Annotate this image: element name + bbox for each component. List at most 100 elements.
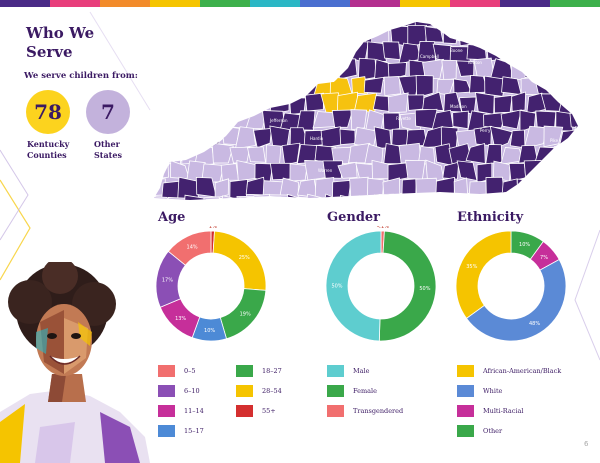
county-tile <box>381 22 403 27</box>
county-tile <box>338 58 358 80</box>
donut-data-label: 35% <box>466 264 477 270</box>
age-legend-item: 0–5 <box>158 365 196 377</box>
county-tile <box>183 127 208 146</box>
county-tile <box>287 57 307 82</box>
county-tile <box>457 197 479 200</box>
county-tile <box>281 142 301 166</box>
stripe-segment <box>550 0 600 7</box>
county-label: Campbell <box>420 54 439 59</box>
age-legend-item: 28–54 <box>236 385 282 397</box>
ethnicity-legend-item: Multi-Racial <box>457 405 523 417</box>
county-tile <box>576 162 578 183</box>
county-tile <box>483 111 506 129</box>
legend-swatch <box>158 425 175 437</box>
county-tile <box>502 43 520 63</box>
county-tile <box>478 24 497 46</box>
county-tile <box>154 110 166 132</box>
county-tile <box>228 22 250 28</box>
kentucky-counties-label-line1: Kentucky <box>27 139 70 149</box>
donut-data-label: 19% <box>240 312 251 318</box>
top-color-stripe <box>0 0 600 7</box>
county-tile <box>439 195 463 200</box>
donut-data-label: 48% <box>529 321 540 327</box>
legend-swatch <box>327 385 344 397</box>
county-tile <box>320 126 342 149</box>
county-tile <box>183 194 207 200</box>
county-tile <box>331 22 352 29</box>
county-tile <box>571 177 578 198</box>
county-tile <box>161 22 182 26</box>
county-tile <box>154 41 165 61</box>
legend-swatch <box>158 385 175 397</box>
age-legend-item: 11–14 <box>158 405 204 417</box>
county-tile <box>366 41 387 64</box>
other-states-label: Other States <box>94 139 122 161</box>
county-tile <box>567 42 578 64</box>
county-tile <box>185 92 206 112</box>
county-tile <box>331 109 354 128</box>
county-tile <box>285 23 307 46</box>
county-tile <box>475 91 495 115</box>
county-tile <box>211 77 231 97</box>
kentucky-counties-stat: 78 <box>26 90 70 134</box>
county-tile <box>509 129 526 149</box>
county-tile <box>211 42 230 60</box>
county-tile <box>422 58 444 79</box>
county-tile <box>154 22 164 29</box>
kentucky-counties-label: Kentucky Counties <box>27 139 69 161</box>
county-tile <box>269 162 292 181</box>
legend-label: Male <box>353 367 370 375</box>
county-tile <box>425 159 445 184</box>
county-tile <box>296 110 316 131</box>
county-tile <box>500 22 524 29</box>
county-tile <box>266 79 282 97</box>
county-label: Pike <box>550 138 559 143</box>
county-tile <box>465 22 490 31</box>
county-tile <box>154 196 171 200</box>
donut-slice-0-5 <box>167 230 212 266</box>
county-tile <box>177 176 199 199</box>
county-tile <box>218 58 240 82</box>
county-tile <box>297 22 320 28</box>
county-tile <box>161 42 184 64</box>
county-label: Jefferson <box>269 118 288 123</box>
county-tile <box>534 22 557 30</box>
county-tile <box>278 74 301 94</box>
donut-data-label: 50% <box>331 283 342 289</box>
county-tile <box>485 176 505 200</box>
legend-label: Female <box>353 387 377 395</box>
county-tile <box>162 78 179 99</box>
county-tile <box>168 24 189 45</box>
county-tile <box>363 22 385 30</box>
other-states-stat: 7 <box>86 90 130 134</box>
county-tile <box>168 63 190 80</box>
county-tile <box>161 180 181 200</box>
county-tile <box>559 159 578 183</box>
legend-swatch <box>457 385 474 397</box>
stripe-segment <box>100 0 150 7</box>
county-tile <box>256 57 273 81</box>
stripe-segment <box>200 0 250 7</box>
county-tile <box>244 79 266 98</box>
county-tile <box>431 109 454 130</box>
county-tile <box>493 94 513 114</box>
county-tile <box>523 125 548 150</box>
county-label: Warren <box>318 168 333 173</box>
legend-label: 6–10 <box>184 387 200 395</box>
legend-label: White <box>483 387 503 395</box>
county-label: Hardin <box>310 136 324 141</box>
county-tile <box>215 22 235 28</box>
child-portrait-illustration <box>0 262 150 463</box>
county-tile <box>253 23 276 47</box>
county-tile <box>164 109 182 127</box>
county-tile <box>253 127 272 149</box>
county-tile <box>229 146 251 164</box>
county-tile <box>541 197 561 200</box>
county-tile <box>451 22 472 29</box>
county-tile <box>339 194 357 200</box>
county-tile <box>382 41 401 61</box>
legend-label: 28–54 <box>262 387 282 395</box>
county-tile <box>558 23 578 46</box>
county-tile <box>339 128 356 146</box>
county-tile <box>536 43 558 65</box>
